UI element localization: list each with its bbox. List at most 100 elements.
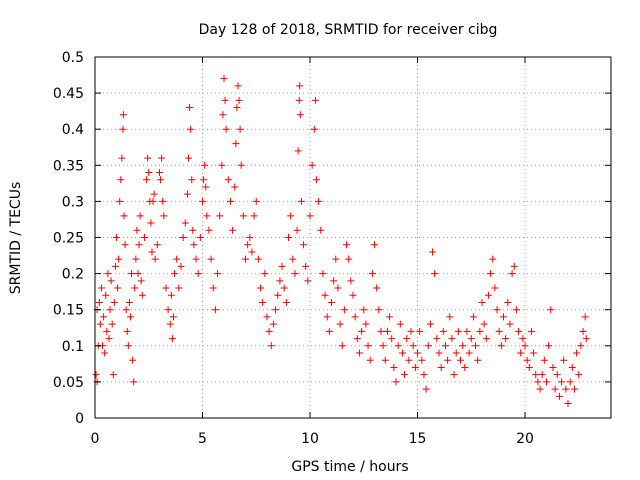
x-tick-label: 0	[91, 431, 100, 447]
data-point	[336, 320, 344, 328]
data-point	[149, 197, 157, 205]
data-point	[332, 255, 340, 263]
data-point	[469, 313, 477, 321]
data-point	[338, 342, 346, 350]
data-point	[145, 169, 153, 177]
data-point	[414, 349, 421, 357]
data-point	[128, 270, 136, 278]
data-point	[280, 284, 288, 292]
axis-ticks	[94, 56, 611, 419]
data-point	[171, 270, 179, 278]
data-point	[495, 327, 503, 335]
data-point	[543, 378, 550, 386]
data-point	[153, 241, 161, 249]
data-point	[147, 219, 155, 227]
data-point	[119, 125, 127, 133]
data-point	[343, 241, 351, 249]
data-point	[570, 385, 578, 393]
data-point	[138, 291, 146, 299]
data-point	[248, 248, 256, 256]
data-point	[118, 154, 126, 162]
data-point	[493, 306, 501, 314]
data-point	[233, 104, 241, 112]
data-point	[459, 342, 467, 350]
data-point	[373, 284, 381, 292]
data-point	[95, 298, 103, 306]
data-point	[504, 298, 512, 306]
data-point	[216, 212, 224, 220]
data-point	[199, 197, 206, 205]
data-point	[192, 255, 200, 263]
data-point	[296, 111, 304, 119]
data-point	[500, 313, 507, 321]
data-point	[226, 197, 234, 205]
data-point	[117, 176, 125, 184]
data-point	[269, 320, 277, 328]
data-point	[575, 371, 583, 379]
data-point	[319, 270, 327, 278]
data-point	[177, 262, 185, 270]
data-point	[124, 342, 132, 350]
data-point	[300, 241, 308, 249]
data-point	[194, 270, 202, 278]
data-point	[577, 342, 585, 350]
data-point	[446, 313, 454, 321]
data-point	[166, 320, 174, 328]
data-point	[439, 327, 447, 335]
data-point	[579, 327, 587, 335]
data-point	[158, 154, 166, 162]
data-point	[107, 277, 115, 285]
data-point	[218, 161, 226, 169]
data-point	[231, 183, 239, 191]
data-point	[325, 327, 333, 335]
data-point	[551, 385, 559, 393]
data-point	[420, 371, 428, 379]
x-tick-label: 10	[301, 431, 319, 447]
data-point	[144, 154, 152, 162]
data-point	[375, 306, 383, 314]
data-point	[122, 306, 130, 314]
data-point	[405, 356, 413, 364]
chart-title: Day 128 of 2018, SRMTID for receiver cib…	[199, 22, 498, 38]
data-point	[103, 327, 111, 335]
data-point	[222, 125, 230, 133]
data-point	[254, 255, 262, 263]
data-point	[484, 291, 492, 299]
data-point	[134, 270, 142, 278]
data-point	[549, 363, 557, 371]
data-point	[311, 96, 319, 104]
data-point	[203, 212, 211, 220]
data-point	[454, 327, 462, 335]
y-tick-label: 0.4	[62, 122, 84, 138]
data-point	[452, 349, 460, 357]
data-point	[383, 327, 391, 335]
data-point	[368, 270, 376, 278]
data-point	[244, 241, 252, 249]
data-point	[517, 349, 525, 357]
data-point	[119, 111, 127, 119]
data-point	[351, 313, 359, 321]
data-point	[129, 356, 137, 364]
data-point	[162, 284, 170, 292]
data-point	[306, 212, 314, 220]
data-point	[431, 270, 439, 278]
data-point	[211, 306, 219, 314]
data-point	[562, 385, 570, 393]
y-tick-label: 0.1	[62, 339, 84, 355]
data-point	[276, 277, 284, 285]
x-tick-label: 20	[516, 431, 534, 447]
data-point	[371, 241, 378, 249]
data-point	[123, 327, 131, 335]
data-point	[457, 356, 464, 364]
data-point	[534, 378, 542, 386]
data-point	[207, 255, 215, 263]
data-point	[478, 298, 486, 306]
data-point	[200, 176, 208, 184]
data-point	[558, 378, 566, 386]
data-point	[489, 255, 497, 263]
data-point	[96, 320, 104, 328]
data-point	[474, 356, 482, 364]
data-point	[582, 335, 590, 343]
data-point	[472, 342, 480, 350]
